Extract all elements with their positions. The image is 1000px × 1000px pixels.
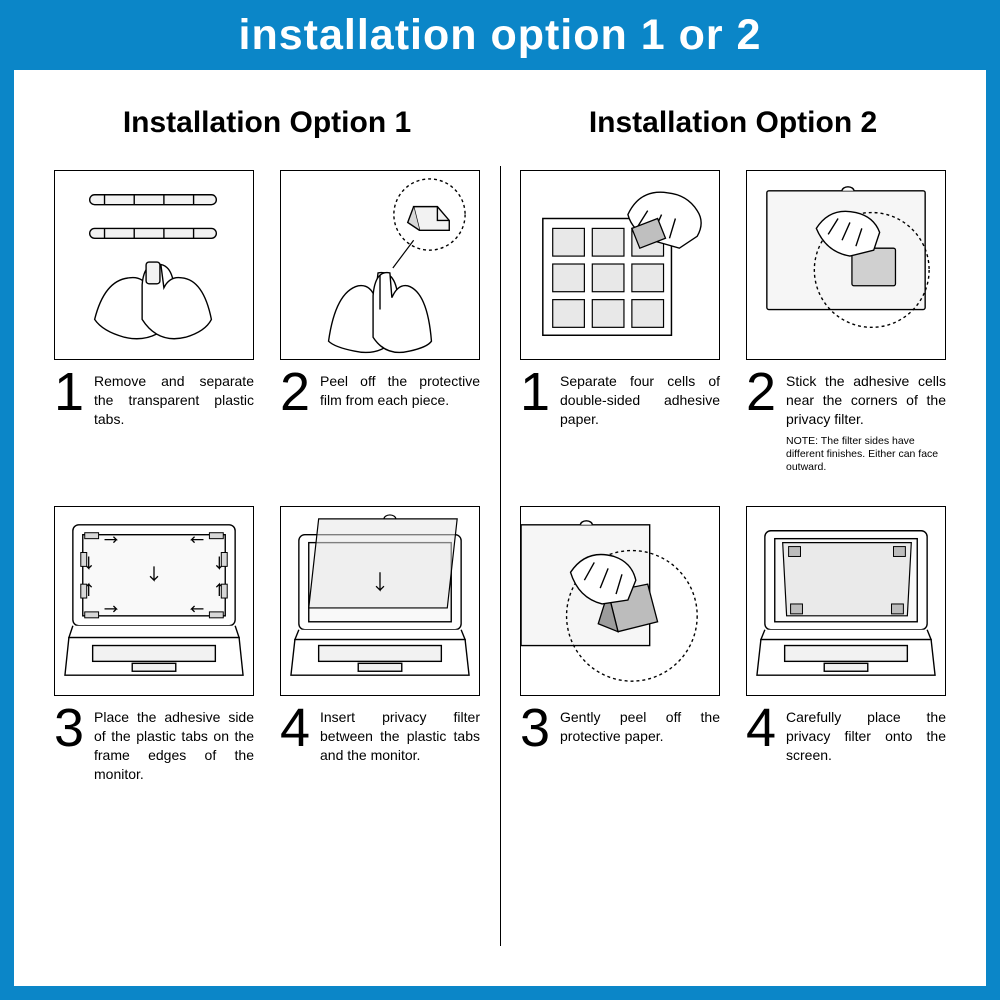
option2-step3-figure (520, 506, 720, 696)
option2-step1-figure (520, 170, 720, 360)
option1-step3-figure (54, 506, 254, 696)
step-number: 2 (280, 368, 312, 417)
option1-step2: 2 Peel off the protective film from each… (280, 170, 480, 488)
step-text: Place the adhesive side of the plastic t… (94, 704, 254, 784)
option2-step3: 3 Gently peel off the protective paper. (520, 506, 720, 824)
frame: installation option 1 or 2 Installation … (0, 0, 1000, 1000)
step-text: Peel off the protective film from each p… (320, 368, 480, 410)
option2-step2: 2 Stick the adhesive cells near the corn… (746, 170, 946, 488)
option-2-title: Installation Option 2 (589, 106, 877, 140)
option1-step1-figure (54, 170, 254, 360)
step-number: 1 (54, 368, 86, 417)
option-1-column: Installation Option 1 (34, 106, 500, 966)
vertical-divider (500, 166, 501, 946)
step-number: 4 (746, 704, 778, 753)
option1-step4: 4 Insert privacy filter between the plas… (280, 506, 480, 824)
option2-step4: 4 Carefully place the privacy filter ont… (746, 506, 946, 824)
option-1-title: Installation Option 1 (123, 106, 411, 140)
panel: Installation Option 1 (14, 70, 986, 986)
step-text: Stick the adhesive cells near the corner… (786, 368, 946, 429)
step-text: Insert privacy filter between the plasti… (320, 704, 480, 765)
header: installation option 1 or 2 (14, 0, 986, 70)
option1-step3: 3 Place the adhesive side of the plastic… (54, 506, 254, 824)
step-text: Separate four cells of double-sided adhe… (560, 368, 720, 429)
option-2-column: Installation Option 2 (500, 106, 966, 966)
header-title: installation option 1 or 2 (239, 11, 762, 60)
option2-step4-figure (746, 506, 946, 696)
step-number: 3 (520, 704, 552, 753)
option2-step2-figure (746, 170, 946, 360)
option1-step4-figure (280, 506, 480, 696)
option1-step1: 1 Remove and separate the transparent pl… (54, 170, 254, 488)
option2-step1: 1 Separate four cells of double-sided ad… (520, 170, 720, 488)
step-note: NOTE: The filter sides have different fi… (786, 435, 946, 474)
step-text: Gently peel off the protective paper. (560, 704, 720, 746)
step-number: 1 (520, 368, 552, 417)
step-text: Carefully place the privacy filter onto … (786, 704, 946, 765)
option1-step2-figure (280, 170, 480, 360)
step-number: 2 (746, 368, 778, 417)
step-number: 3 (54, 704, 86, 753)
step-number: 4 (280, 704, 312, 753)
step-text: Remove and separate the transparent plas… (94, 368, 254, 429)
